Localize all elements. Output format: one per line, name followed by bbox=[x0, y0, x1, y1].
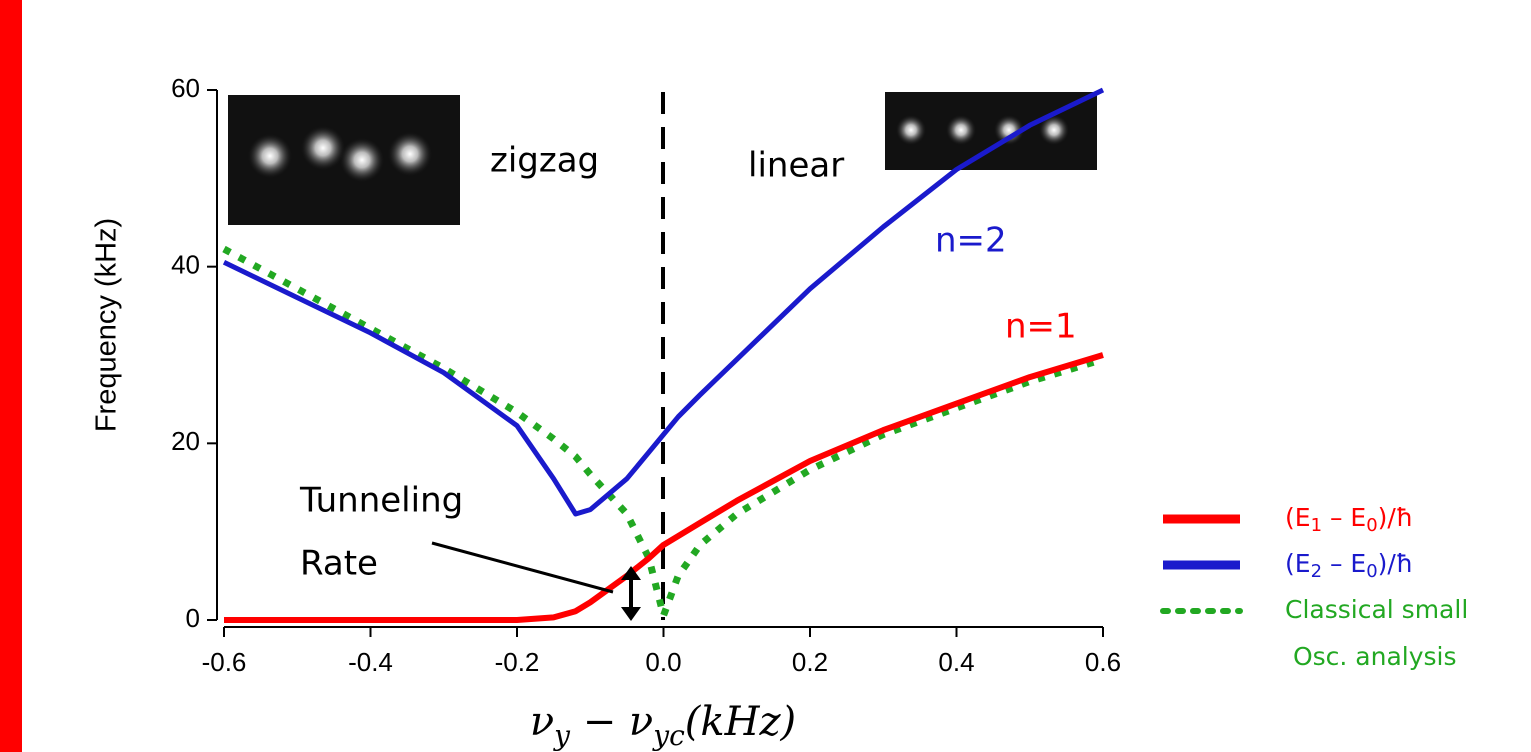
x-axis-label-part: yc bbox=[651, 719, 685, 752]
inset-linear bbox=[885, 92, 1097, 170]
annotation: Rate bbox=[300, 544, 378, 584]
y-axis-label: Frequency (kHz) bbox=[91, 218, 123, 432]
y-tick-label: 60 bbox=[171, 73, 200, 103]
annotation: zigzag bbox=[490, 141, 599, 181]
x-tick-label: -0.4 bbox=[348, 647, 393, 677]
x-axis-label: νy − νyc(kHz) bbox=[530, 699, 796, 752]
x-axis-label-part: (kHz) bbox=[685, 699, 796, 745]
x-tick-label: -0.6 bbox=[202, 647, 247, 677]
inset-zigzag bbox=[228, 95, 460, 225]
x-tick-label: 0.2 bbox=[792, 647, 828, 677]
x-tick-label: 0.0 bbox=[645, 647, 681, 677]
legend-label: (E1 – E0)/ħ bbox=[1285, 503, 1413, 536]
series-line bbox=[222, 245, 1105, 620]
arrow-head bbox=[621, 566, 641, 580]
annotation: n=2 bbox=[935, 221, 1007, 261]
x-axis-label-part: y bbox=[552, 719, 571, 752]
side-bar bbox=[0, 0, 22, 752]
annotation: n=1 bbox=[1005, 307, 1077, 347]
annotation: linear bbox=[748, 146, 844, 186]
y-tick-label: 20 bbox=[171, 426, 200, 456]
annotation: Tunneling bbox=[299, 481, 463, 521]
pointer bbox=[431, 541, 614, 594]
x-axis-label-part: ν bbox=[530, 699, 554, 745]
legend-label: Classical small Osc. analysis bbox=[1285, 595, 1468, 671]
series-line bbox=[222, 87, 1105, 517]
y-tick-label: 0 bbox=[186, 603, 200, 633]
legend-label: (E2 – E0)/ħ bbox=[1285, 549, 1413, 582]
arrow-head bbox=[621, 607, 641, 621]
x-tick-label: -0.2 bbox=[495, 647, 540, 677]
x-axis-label-part: − ν bbox=[570, 699, 653, 745]
x-tick-label: 0.6 bbox=[1085, 647, 1121, 677]
series-line bbox=[224, 352, 1104, 623]
x-tick-label: 0.4 bbox=[938, 647, 974, 677]
y-tick-label: 40 bbox=[171, 250, 200, 280]
